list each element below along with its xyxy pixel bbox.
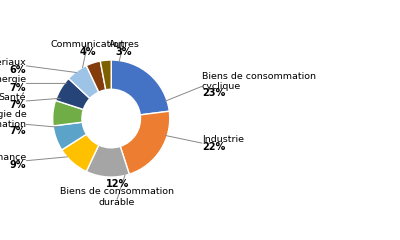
Wedge shape <box>53 101 83 126</box>
Wedge shape <box>56 78 90 109</box>
Text: Biens de consommation
cyclique: Biens de consommation cyclique <box>202 72 316 91</box>
Wedge shape <box>86 145 129 177</box>
Wedge shape <box>120 111 170 174</box>
Text: 7%: 7% <box>10 83 26 92</box>
Text: Communication: Communication <box>50 40 125 49</box>
Text: 9%: 9% <box>10 160 26 170</box>
Text: Industrie: Industrie <box>202 135 244 144</box>
Wedge shape <box>62 134 99 172</box>
Text: Matériaux: Matériaux <box>0 58 26 67</box>
Text: Technologie de
l'information: Technologie de l'information <box>0 110 26 129</box>
Text: Energie: Energie <box>0 75 26 84</box>
Text: 7%: 7% <box>10 100 26 110</box>
Text: Autres: Autres <box>109 40 140 49</box>
Text: Biens de consommation
durable: Biens de consommation durable <box>60 187 174 207</box>
Text: 6%: 6% <box>10 65 26 75</box>
Text: 7%: 7% <box>10 126 26 136</box>
Wedge shape <box>53 122 86 150</box>
Wedge shape <box>86 61 106 92</box>
Wedge shape <box>111 60 169 115</box>
Text: Santé: Santé <box>0 93 26 102</box>
Wedge shape <box>100 60 111 90</box>
Text: 22%: 22% <box>202 142 225 152</box>
Circle shape <box>82 89 140 148</box>
Text: 4%: 4% <box>80 47 96 57</box>
Wedge shape <box>68 66 99 98</box>
Text: 23%: 23% <box>202 88 225 98</box>
Text: 12%: 12% <box>106 179 129 189</box>
Text: 3%: 3% <box>116 47 132 57</box>
Text: Finance: Finance <box>0 153 26 162</box>
